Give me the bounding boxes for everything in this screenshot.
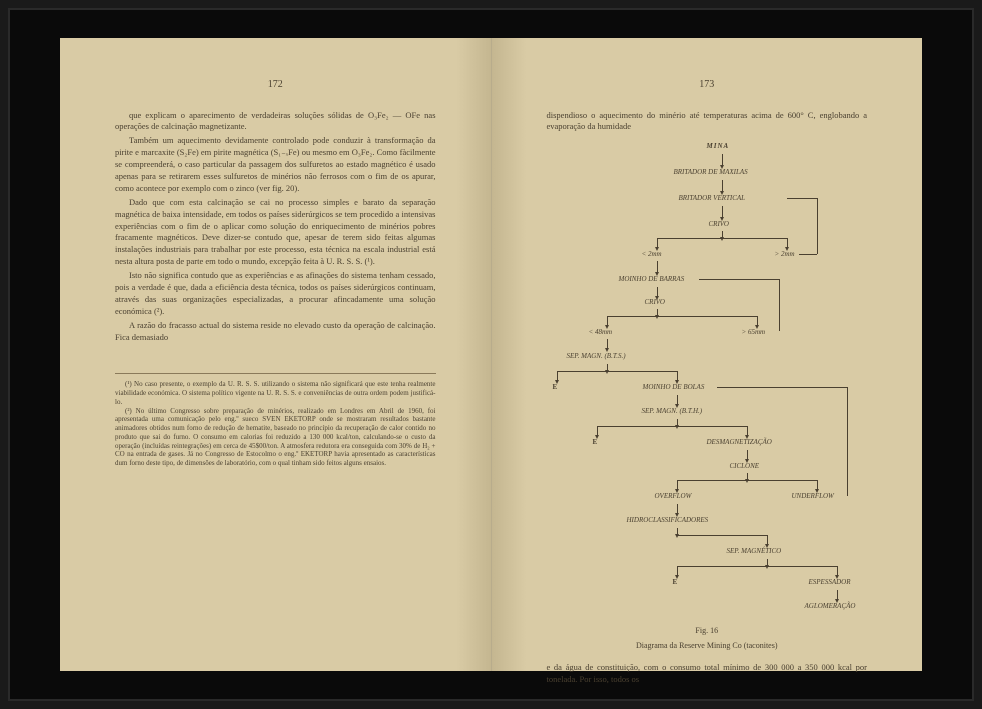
arrow-stub [657,309,658,316]
node-aglomeracao: AGLOMERAÇÃO [805,602,856,611]
branch-line [607,316,757,317]
node-gt65mm: > 65mm [742,328,766,337]
node-e1: E [553,383,558,392]
arrow [677,504,678,514]
arrow [817,480,818,490]
branch-line [677,480,817,481]
arrow [607,316,608,326]
paragraph: que explicam o aparecimento de verdadeir… [115,110,436,134]
arrow-stub [677,419,678,426]
node-gt2mm: > 2mm [775,250,795,259]
arrow [657,261,658,273]
arrow [767,535,768,545]
arrow [747,426,748,436]
node-e2: E [593,438,598,447]
node-hidroclassificadores: HIDROCLASSIFICADORES [627,516,709,525]
node-mina: MINA [707,142,730,151]
arrow [677,566,678,576]
arrow [837,566,838,576]
branch-line [677,535,767,536]
arrow [837,590,838,600]
book-spread: 172 que explicam o aparecimento de verda… [60,38,922,671]
right-page: 173 dispendioso o aquecimento do minério… [492,38,923,671]
flowchart: MINA BRITADOR DE MAXILAS BRITADOR VERTIC… [547,142,868,622]
left-page: 172 que explicam o aparecimento de verda… [60,38,492,671]
left-body: que explicam o aparecimento de verdadeir… [115,110,436,344]
figure-caption: Diagrama da Reserve Mining Co (taconites… [547,641,868,652]
node-britador-maxilas: BRITADOR DE MAXILAS [674,168,748,177]
node-desmagnetizacao: DESMAGNETIZAÇÃO [707,438,772,447]
node-e3: E [673,578,678,587]
footnote: (²) No último Congresso sobre preparação… [115,407,436,468]
page-number-left: 172 [115,78,436,92]
branch-line [557,371,677,372]
node-crivo2: CRIVO [645,298,665,307]
intro-text: dispendioso o aquecimento do minério até… [547,110,868,133]
arrow [747,450,748,460]
loop-line [717,387,847,388]
arrow [722,154,723,166]
arrow [597,426,598,436]
node-sep-magn-bth: SEP. MAGN. (B.T.H.) [642,407,703,416]
node-crivo1: CRIVO [709,220,729,229]
paragraph: Também um aquecimento devidamente contro… [115,135,436,194]
book-cover: 172 que explicam o aparecimento de verda… [8,8,974,701]
arrow [677,480,678,490]
loop-line [779,279,780,331]
arrow-stub [722,231,723,238]
footnotes: (¹) No caso presente, o exemplo da U. R.… [115,373,436,468]
arrow [677,395,678,405]
node-lt48mm: < 48mm [589,328,613,337]
arrow [757,316,758,326]
node-overflow: OVERFLOW [655,492,692,501]
arrow-stub [607,364,608,371]
arrow-stub [677,528,678,535]
node-ciclone: CICLONE [730,462,760,471]
node-lt2mm: < 2mm [642,250,662,259]
loop-line [699,279,779,280]
closing-text: e da água de constituição, com o consumo… [547,662,868,685]
arrow-stub [767,559,768,566]
node-moinho-barras: MOINHO DE BARRAS [619,275,685,284]
arrow [722,206,723,218]
arrow [607,339,608,349]
node-moinho-bolas: MOINHO DE BOLAS [643,383,705,392]
branch-line [677,566,837,567]
loop-line [847,387,848,496]
node-britador-vertical: BRITADOR VERTICAL [679,194,746,203]
page-number-right: 173 [547,78,868,92]
branch-line [597,426,747,427]
arrow [722,180,723,192]
paragraph: A razão do fracasso actual do sistema re… [115,320,436,344]
loop-line [817,198,818,254]
node-sep-magn-bts: SEP. MAGN. (B.T.S.) [567,352,626,361]
node-underflow: UNDERFLOW [792,492,834,501]
loop-line [787,198,817,199]
loop-line [799,254,817,255]
figure-label: Fig. 16 [547,626,868,637]
arrow [557,371,558,381]
paragraph: Dado que com esta calcinação se cai no p… [115,197,436,268]
node-sep-magnetico: SEP. MAGNÉTICO [727,547,782,556]
arrow-stub [747,473,748,480]
arrow [657,287,658,297]
arrow [657,238,658,248]
footnote: (¹) No caso presente, o exemplo da U. R.… [115,380,436,406]
paragraph: Isto não significa contudo que as experi… [115,270,436,318]
arrow [677,371,678,381]
arrow [787,238,788,248]
node-espessador: ESPESSADOR [809,578,851,587]
